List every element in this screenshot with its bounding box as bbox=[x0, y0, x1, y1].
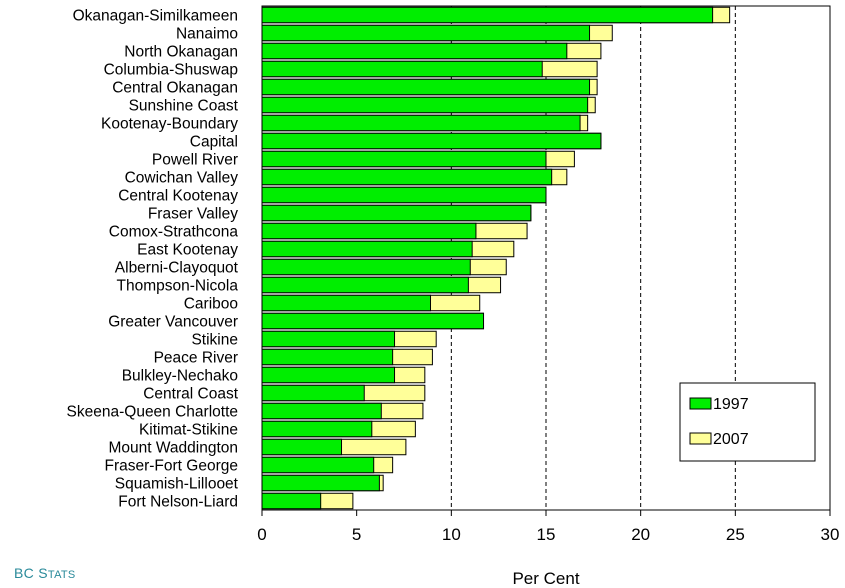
legend: 1997 2007 bbox=[679, 382, 816, 462]
bar-1997-central-kootenay bbox=[261, 186, 547, 204]
category-label: Okanagan-Similkameen bbox=[73, 8, 238, 25]
bar-1997-central-okanagan bbox=[261, 78, 591, 96]
category-label: Central Okanagan bbox=[112, 80, 238, 97]
bar-1997-cowichan-valley bbox=[261, 168, 553, 186]
category-label: Greater Vancouver bbox=[108, 314, 238, 331]
category-label: Stikine bbox=[191, 332, 238, 349]
bar-1997-kootenay-boundary bbox=[261, 114, 581, 132]
category-label: Central Coast bbox=[143, 386, 238, 403]
category-label: Sunshine Coast bbox=[129, 98, 239, 115]
category-label: Central Kootenay bbox=[118, 188, 238, 205]
bar-1997-powell-river bbox=[261, 150, 547, 168]
bar-1997-capital bbox=[261, 132, 602, 150]
category-label: Bulkley-Nechako bbox=[122, 368, 238, 385]
x-tick-label: 10 bbox=[442, 525, 461, 544]
bar-1997-fraser-fort-george bbox=[261, 456, 375, 474]
legend-swatch-2007 bbox=[689, 432, 712, 445]
bar-1997-sunshine-coast bbox=[261, 96, 589, 114]
bar-1997-cariboo bbox=[261, 294, 432, 312]
bar-1997-okanagan-similkameen bbox=[261, 6, 714, 24]
x-tick-label: 20 bbox=[631, 525, 650, 544]
category-label: Squamish-Lillooet bbox=[115, 476, 239, 493]
bar-1997-north-okanagan bbox=[261, 42, 568, 60]
category-label: Peace River bbox=[154, 350, 238, 367]
x-tick-label: 30 bbox=[821, 525, 840, 544]
bar-1997-columbia-shuswap bbox=[261, 60, 543, 78]
category-label: Thompson-Nicola bbox=[117, 278, 239, 295]
x-axis-label: Per Cent bbox=[512, 569, 579, 588]
category-label: Nanaimo bbox=[176, 26, 238, 43]
x-tick-label: 0 bbox=[257, 525, 266, 544]
x-axis-ticks: 0 5 10 15 20 25 30 bbox=[257, 510, 839, 544]
category-label: Alberni-Clayoquot bbox=[115, 260, 239, 277]
bar-1997-thompson-nicola bbox=[261, 276, 469, 294]
bar-1997-stikine bbox=[261, 330, 396, 348]
bar-1997-comox-strathcona bbox=[261, 222, 477, 240]
category-label: Kootenay-Boundary bbox=[101, 116, 238, 133]
x-tick-label: 15 bbox=[537, 525, 556, 544]
bars-group bbox=[261, 6, 731, 510]
category-label: Columbia-Shuswap bbox=[104, 62, 238, 79]
bar-1997-central-coast bbox=[261, 384, 365, 402]
source-suffix: TATS bbox=[47, 569, 76, 581]
category-label: Fort Nelson-Liard bbox=[118, 494, 238, 511]
category-label: Mount Waddington bbox=[108, 440, 238, 457]
bar-1997-greater-vancouver bbox=[261, 312, 485, 330]
bar-1997-fort-nelson-liard bbox=[261, 492, 322, 510]
legend-swatch-1997 bbox=[689, 397, 712, 410]
bar-1997-peace-river bbox=[261, 348, 394, 366]
category-label: Powell River bbox=[152, 152, 238, 169]
category-label: Capital bbox=[190, 134, 238, 151]
legend-label-1997: 1997 bbox=[713, 396, 749, 413]
category-label: Fraser Valley bbox=[148, 206, 238, 223]
category-label: Cariboo bbox=[184, 296, 238, 313]
category-label: Comox-Strathcona bbox=[109, 224, 239, 241]
legend-label-2007: 2007 bbox=[713, 431, 749, 448]
x-tick-label: 5 bbox=[352, 525, 361, 544]
bar-1997-bulkley-nechako bbox=[261, 366, 396, 384]
category-label: Skeena-Queen Charlotte bbox=[67, 404, 238, 421]
bar-1997-nanaimo bbox=[261, 24, 591, 42]
x-tick-label: 25 bbox=[726, 525, 745, 544]
source-prefix: BC S bbox=[14, 565, 48, 581]
category-label: North Okanagan bbox=[124, 44, 238, 61]
bar-1997-squamish-lillooet bbox=[261, 474, 380, 492]
category-label: East Kootenay bbox=[137, 242, 238, 259]
category-label: Fraser-Fort George bbox=[104, 458, 238, 475]
bar-1997-fraser-valley bbox=[261, 204, 532, 222]
legend-box bbox=[679, 382, 816, 462]
bar-1997-east-kootenay bbox=[261, 240, 473, 258]
bar-1997-mount-waddington bbox=[261, 438, 343, 456]
category-label: Cowichan Valley bbox=[125, 170, 239, 187]
category-label: Kitimat-Stikine bbox=[139, 422, 238, 439]
bar-1997-skeena-queen-charlotte bbox=[261, 402, 382, 420]
bar-1997-alberni-clayoquot bbox=[261, 258, 471, 276]
bar-1997-kitimat-stikine bbox=[261, 420, 373, 438]
source-label: BC STATS bbox=[14, 565, 76, 581]
